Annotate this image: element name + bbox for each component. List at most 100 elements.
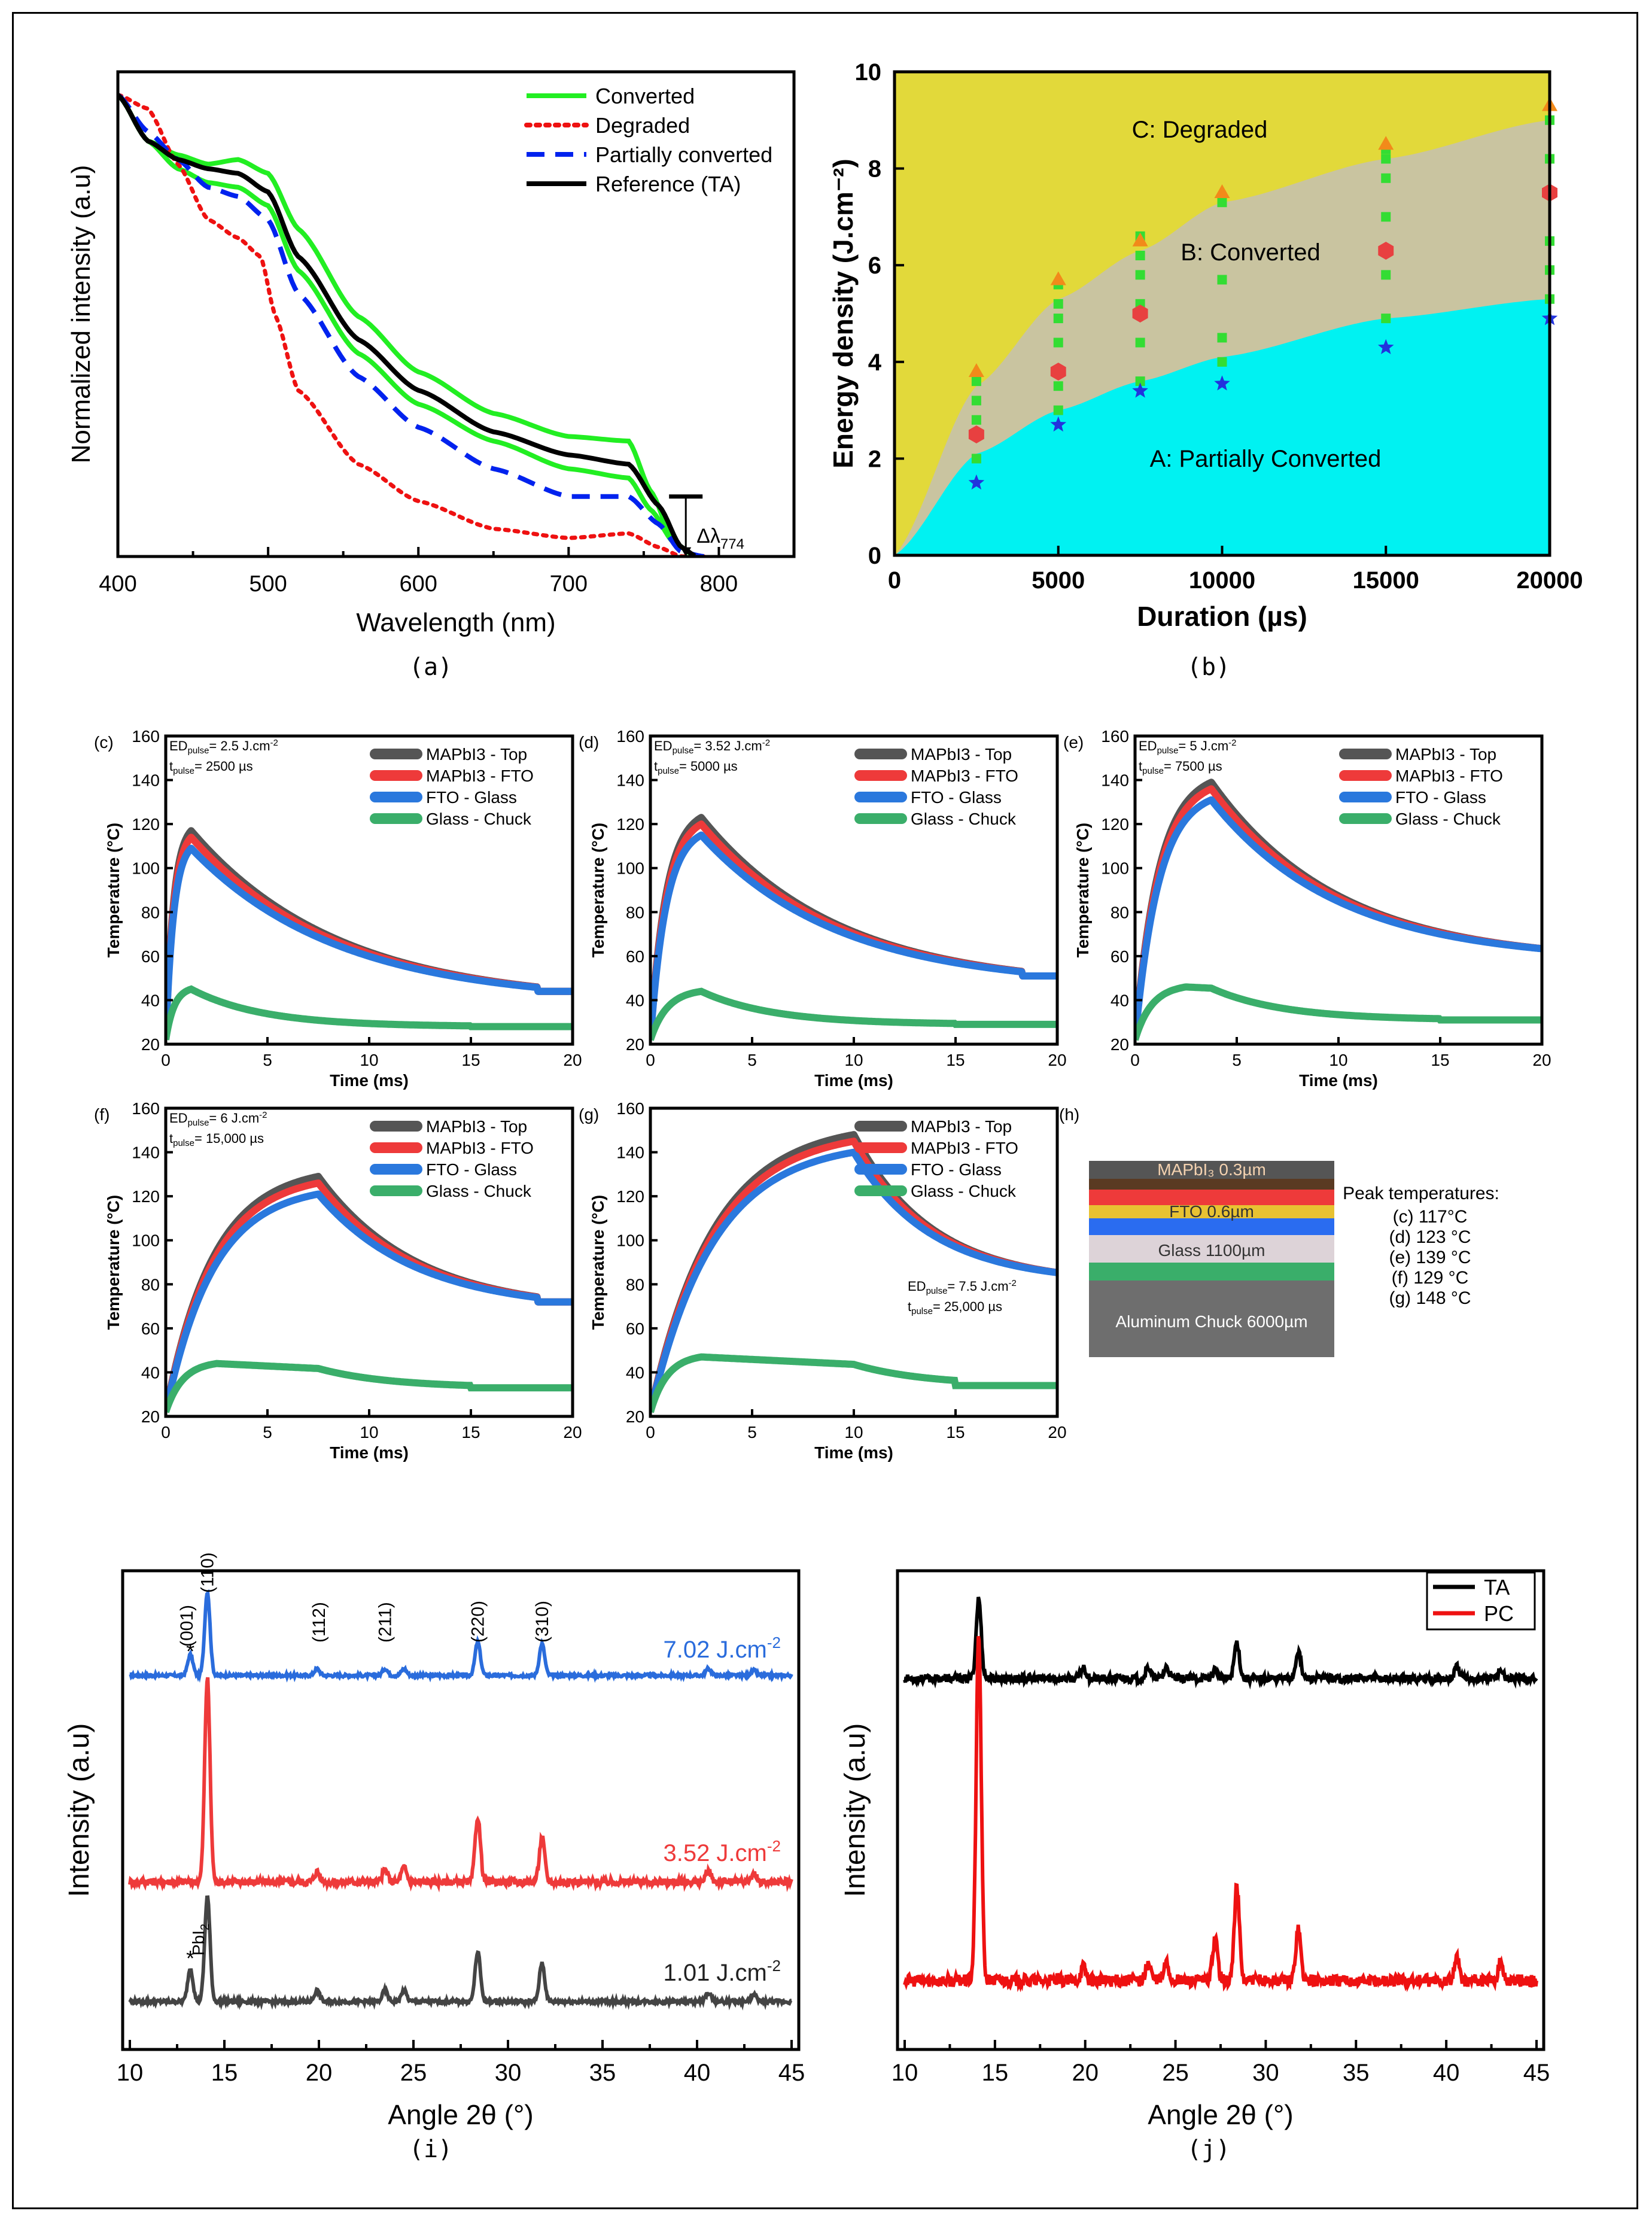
series-line-glass-chuck [166,985,572,1041]
x-tick-label: 45 [1523,2060,1550,2086]
peak-label: (112) [309,1602,329,1643]
region-label-partially-converted: A: Partially Converted [1150,446,1382,472]
series-line-fto-glass [1135,796,1542,1041]
x-tick-label: 10 [1329,1051,1347,1069]
x-axis-label: Duration (µs) [1137,601,1307,632]
x-axis-label: Angle 2θ (°) [1148,2099,1293,2130]
marker-blue-star [968,474,985,490]
peak-label: (220) [468,1601,488,1643]
layer-label: Glass 1100µm [1158,1241,1265,1260]
panel-c-lines [166,827,573,1041]
legend-label: Glass - Chuck [426,810,532,828]
panel-label: (f) [94,1105,109,1124]
layer-label: FTO 0.6µm [1169,1202,1254,1221]
panel-label: (e) [1063,733,1084,752]
x-tick-label: 40 [684,2060,711,2086]
marker-green-square [971,396,981,406]
panel-d-frame [649,734,1059,1046]
legend-label: Glass - Chuck [911,810,1017,828]
panel-d-lines [650,814,1057,1041]
x-tick-label: 15 [461,1051,480,1069]
x-tick-label: 30 [1252,2060,1279,2086]
caption-i: (i) [409,2136,452,2163]
marker-green-square [1053,314,1063,324]
series-line-glass-chuck [650,1353,1057,1413]
y-axis-label: Intensity (a.u) [839,1723,871,1897]
marker-green-square [1135,270,1145,280]
marker-red-hexagon [1132,305,1148,323]
marker-green-square [971,415,981,425]
y-tick-label: 4 [868,349,882,376]
panel-e-frame [1133,734,1544,1046]
panel-g: 0 5 10 15 20 20 40 60 80 100 120 140 160 Time (ms) Tem… [579,1099,1067,1462]
legend-label: FTO - Glass [1395,788,1486,807]
series-label-1-main: 3.52 J.cm [663,1840,766,1866]
y-tick-label: 140 [1101,771,1129,790]
peak-title: Peak temperatures: [1343,1184,1499,1203]
legend-label: Glass - Chuck [911,1182,1017,1200]
pulse-duration: tpulse= 2500 µs [169,759,253,776]
y-tick-label: 140 [616,1144,644,1162]
xrd-series-1 [128,1677,793,1893]
legend-label: MAPbI3 - Top [426,745,527,764]
xrd-series-TA [903,1596,1538,1690]
legend-label: MAPbI3 - Top [911,1117,1012,1136]
x-tick-label: 30 [495,2060,522,2086]
y-tick-label: 40 [141,1363,160,1382]
caption-b: (b) [1187,653,1230,681]
series-label-2-sup: -2 [767,1957,781,1975]
layer-band [1089,1161,1334,1179]
marker-green-square [1381,314,1391,324]
x-axis-label: Time (ms) [330,1071,409,1090]
legend-label: Converted [595,84,695,108]
y-tick-label: 8 [868,156,881,183]
panel-b-frame [893,70,1551,557]
y-tick-label: 80 [141,903,160,922]
y-tick-label: 80 [626,1275,644,1294]
pbi2-label: PbI2 [189,1924,212,1956]
series-line-degraded [118,93,706,556]
x-tick-label: 600 [400,571,437,597]
x-tick-label: 35 [1343,2060,1370,2086]
layer-band [1089,1205,1334,1218]
marker-green-square [1217,333,1227,343]
y-tick-label: 20 [141,1407,160,1426]
y-tick-label: 60 [141,1319,160,1338]
peak-star: * [186,1639,194,1664]
y-tick-label: 20 [626,1035,644,1054]
legend-label: Glass - Chuck [1395,810,1501,828]
xrd-series-2 [128,1895,793,2011]
y-tick-label: 80 [626,903,644,922]
x-tick-label: 40 [1433,2060,1460,2086]
y-tick-label: 100 [616,859,644,878]
legend-label: MAPbI3 - FTO [426,767,534,785]
x-tick-label: 15000 [1353,567,1419,594]
x-tick-label: 20 [1072,2060,1099,2086]
panel-f: 0 5 10 15 20 20 40 60 80 100 120 140 160 Time (ms) Tem… [94,1099,582,1462]
xrd-series-0 [129,1589,793,1683]
legend-label: MAPbI3 - FTO [911,1139,1018,1157]
legend-label: PC [1484,1601,1514,1626]
panel-f-frame [164,1106,574,1418]
y-tick-label: 2 [868,446,881,472]
pulse-energy: EDpulse= 6 J.cm-2 [169,1110,267,1128]
series-line-reference-ta- [118,93,696,556]
marker-green-square [1381,270,1391,280]
x-tick-label: 5 [263,1051,272,1069]
delta-annotation: Δλ774 [696,525,744,552]
legend-label: MAPbI3 - FTO [911,767,1018,785]
peak-temperature: (c) 117°C [1393,1207,1468,1227]
series-label-1-sup: -2 [767,1837,781,1855]
series-line-converted [118,93,696,556]
legend-label: MAPbI3 - Top [911,745,1012,764]
x-tick-label: 20 [306,2060,333,2086]
marker-green-square [1135,251,1145,261]
peak-temperature: (f) 129 °C [1392,1268,1469,1288]
series-line-fto-glass [166,1190,573,1413]
layer-label: MAPbI₃ 0.3µm [1157,1160,1266,1179]
x-tick-label: 5 [747,1423,757,1442]
marker-green-square [1053,405,1063,415]
x-tick-label: 5 [263,1423,272,1442]
x-tick-label: 400 [99,571,136,597]
region-label-degraded: C: Degraded [1132,117,1268,143]
